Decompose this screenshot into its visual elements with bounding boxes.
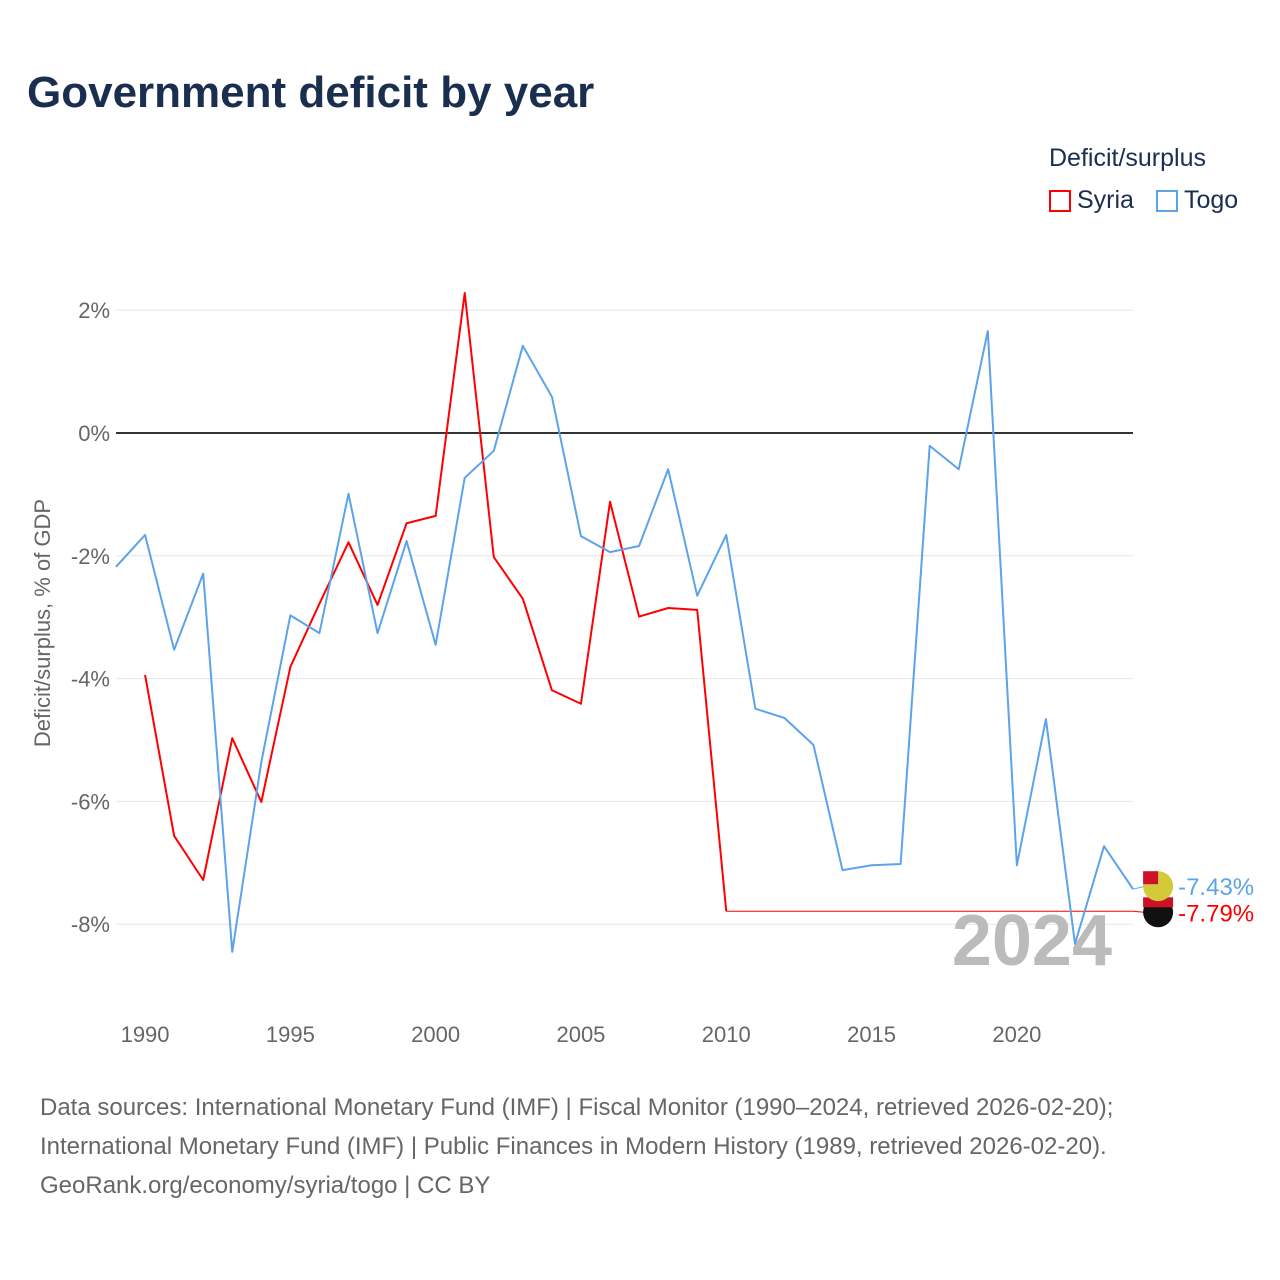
series-line-togo [115,330,1134,953]
flag-band [1143,871,1159,885]
x-tick-label: 2015 [847,1022,896,1047]
y-tick-label: -4% [71,667,110,692]
footer: Data sources: International Monetary Fun… [40,1088,1113,1205]
y-axis-label: Deficit/surplus, % of GDP [30,499,55,747]
x-tick-label: 1995 [266,1022,315,1047]
y-tick-label: -2% [71,544,110,569]
x-tick-label: 2020 [992,1022,1041,1047]
y-tick-label: -8% [71,912,110,937]
end-value-label: -7.43% [1178,874,1254,901]
x-tick-label: 1990 [121,1022,170,1047]
x-tick-label: 2000 [411,1022,460,1047]
legend-title: Deficit/surplus [1049,144,1206,172]
year-watermark: 2024 [952,901,1112,981]
y-tick-label: 2% [78,298,110,323]
legend-item-syria[interactable]: Syria [1049,186,1134,215]
source-line: International Monetary Fund (IMF) | Publ… [40,1133,1107,1160]
y-tick-label: -6% [71,789,110,814]
legend-label: Togo [1184,186,1239,214]
end-value-label: -7.79% [1178,900,1254,927]
chart-title: Government deficit by year [27,68,595,117]
label-leader [1133,910,1146,913]
legend-item-togo[interactable]: Togo [1156,186,1238,215]
label-leader [1132,885,1146,890]
x-tick-label: 2010 [702,1022,751,1047]
x-tick-label: 2005 [556,1022,605,1047]
series-line-syria [144,292,728,912]
attribution-line: GeoRank.org/economy/syria/togo | CC BY [40,1172,491,1199]
source-line: Data sources: International Monetary Fun… [40,1094,1114,1121]
flag-band [1143,897,1174,908]
legend-swatch [1156,189,1178,212]
legend-swatch [1049,189,1071,212]
legend-label: Syria [1077,186,1134,214]
y-tick-label: 0% [78,421,110,446]
